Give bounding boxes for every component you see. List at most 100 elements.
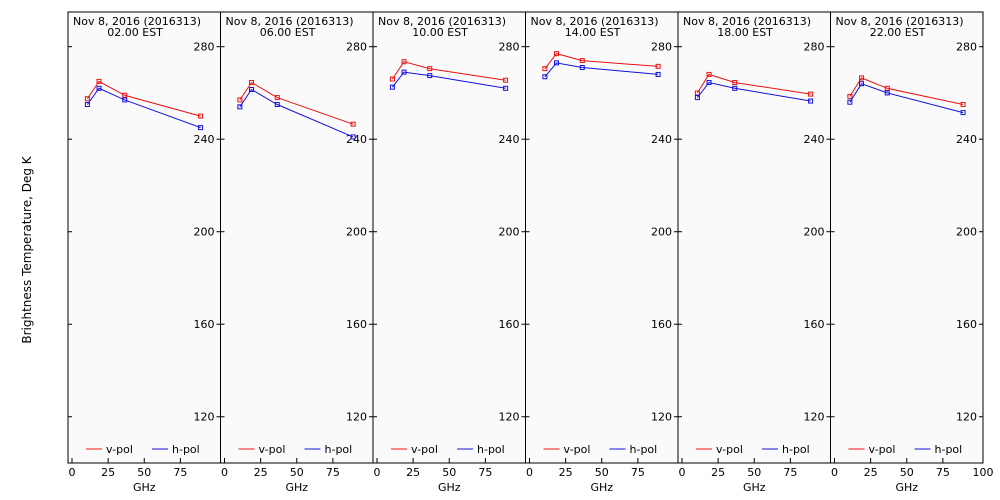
panel-date-title: Nov 8, 2016 (2016313): [531, 15, 659, 28]
x-tick-label: 50: [595, 466, 609, 479]
x-tick-label: 50: [290, 466, 304, 479]
h-pol-point: [427, 73, 433, 79]
y-axis-label: Brightness Temperature, Deg K: [20, 155, 34, 343]
h-pol-point: [808, 98, 814, 104]
y-tick-label: 160: [499, 318, 520, 331]
h-pol-point: [350, 134, 356, 140]
legend-label-v-pol: v-pol: [716, 443, 743, 456]
y-tick-label: 200: [346, 226, 367, 239]
v-pol-line: [696, 73, 811, 95]
panel-frame: [220, 11, 374, 464]
panel-legend: v-pol h-pol: [86, 443, 200, 456]
legend-label-v-pol: v-pol: [564, 443, 591, 456]
y-tick-label: 120: [346, 411, 367, 424]
v-pol-point: [350, 121, 356, 127]
v-pol-point: [859, 75, 865, 81]
v-pol-line: [849, 77, 964, 105]
panel-time-title: 10.00 EST: [412, 26, 468, 39]
x-tick-label: 50: [442, 466, 456, 479]
v-pol-point: [808, 91, 814, 97]
y-tick-label: 280: [346, 41, 367, 54]
y-tick-label: 120: [499, 411, 520, 424]
h-pol-point: [655, 71, 661, 77]
h-pol-point: [249, 86, 255, 92]
h-pol-point: [274, 102, 280, 108]
panel-time-title: 02.00 EST: [107, 26, 163, 39]
x-tick-label: 75: [783, 466, 797, 479]
h-pol-point: [542, 74, 548, 80]
panel-date-title: Nov 8, 2016 (2016313): [73, 15, 201, 28]
v-pol-point: [884, 85, 890, 91]
y-tick-label: 280: [804, 41, 825, 54]
v-pol-point: [655, 63, 661, 69]
panel-frame: [67, 11, 221, 464]
panel-time-title: 14.00 EST: [565, 26, 621, 39]
y-tick-label: 280: [499, 41, 520, 54]
x-axis-label: GHz: [895, 481, 918, 494]
y-tick-label: 120: [956, 411, 977, 424]
y-tick-label: 280: [651, 41, 672, 54]
panel-date-title: Nov 8, 2016 (2016313): [378, 15, 506, 28]
y-tick-label: 240: [804, 133, 825, 146]
panel-4: Nov 8, 2016 (2016313)14.00 EST 120 160 200 2…: [525, 11, 679, 494]
v-pol-point: [732, 80, 738, 86]
h-pol-line: [86, 87, 201, 129]
h-pol-point: [732, 85, 738, 91]
x-tick-label: 75: [478, 466, 492, 479]
v-pol-point: [84, 96, 90, 102]
x-tick-label: 0: [679, 466, 686, 479]
v-pol-point: [706, 71, 712, 77]
x-tick-label: 25: [864, 466, 878, 479]
panel-3: Nov 8, 2016 (2016313)10.00 EST 120 160 200 2…: [372, 11, 526, 494]
y-tick-label: 160: [804, 318, 825, 331]
x-axis-label: GHz: [133, 481, 156, 494]
legend-label-h-pol: h-pol: [782, 443, 810, 456]
y-tick-label: 200: [804, 226, 825, 239]
x-tick-label: 75: [326, 466, 340, 479]
h-pol-point: [503, 85, 509, 91]
h-pol-point: [884, 90, 890, 96]
x-tick-label: 50: [747, 466, 761, 479]
legend-label-h-pol: h-pol: [477, 443, 505, 456]
v-pol-line: [544, 53, 659, 70]
y-tick-label: 120: [651, 411, 672, 424]
y-tick-label: 160: [956, 318, 977, 331]
legend-label-h-pol: h-pol: [172, 443, 200, 456]
h-pol-point: [694, 95, 700, 101]
y-tick-label: 200: [194, 226, 215, 239]
x-axis-label: GHz: [590, 481, 613, 494]
v-pol-line: [239, 81, 354, 125]
h-pol-line: [544, 62, 659, 78]
legend-label-v-pol: v-pol: [106, 443, 133, 456]
h-pol-point: [847, 99, 853, 105]
v-pol-point: [249, 80, 255, 86]
panel-6: Nov 8, 2016 (2016313)22.00 EST 120 160 200 2…: [830, 11, 994, 494]
h-pol-line: [849, 83, 964, 114]
y-tick-label: 280: [956, 41, 977, 54]
y-tick-label: 280: [194, 41, 215, 54]
x-tick-label: 0: [69, 466, 76, 479]
h-pol-point: [554, 60, 560, 66]
y-tick-label: 160: [194, 318, 215, 331]
legend-label-h-pol: h-pol: [935, 443, 963, 456]
h-pol-point: [401, 69, 407, 75]
h-pol-point: [960, 110, 966, 116]
y-tick-label: 200: [651, 226, 672, 239]
panel-date-title: Nov 8, 2016 (2016313): [226, 15, 354, 28]
x-tick-label: 25: [711, 466, 725, 479]
h-pol-point: [198, 125, 204, 131]
panel-1: Nov 8, 2016 (2016313)02.00 EST 120 160 200 2…: [67, 11, 221, 494]
x-tick-label: 25: [101, 466, 115, 479]
legend-label-v-pol: v-pol: [869, 443, 896, 456]
panel-frame: [677, 11, 831, 464]
panel-time-title: 22.00 EST: [870, 26, 926, 39]
h-pol-point: [579, 65, 585, 71]
y-tick-label: 160: [651, 318, 672, 331]
y-tick-label: 120: [194, 411, 215, 424]
y-tick-label: 120: [804, 411, 825, 424]
v-pol-point: [503, 77, 509, 83]
v-pol-point: [554, 51, 560, 57]
v-pol-point: [427, 66, 433, 72]
x-tick-label: 75: [631, 466, 645, 479]
v-pol-line: [391, 61, 506, 81]
